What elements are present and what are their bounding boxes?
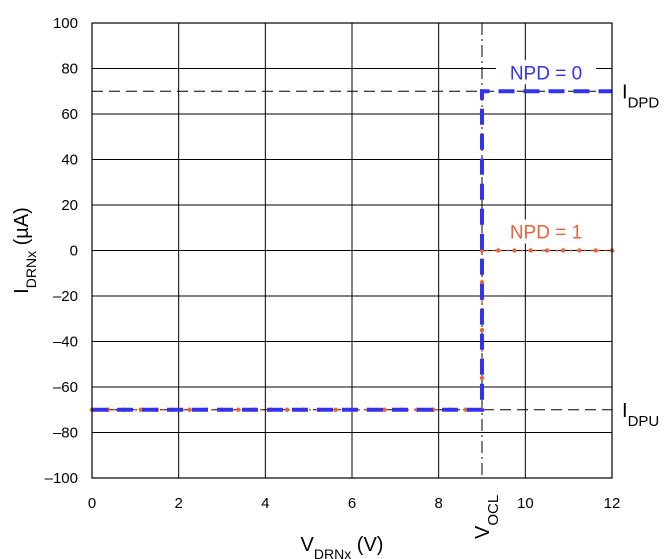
series-point <box>496 248 501 253</box>
x-tick-label: 8 <box>434 495 442 512</box>
ref-label-dpu: IDPU <box>622 400 659 430</box>
series-point <box>333 407 338 412</box>
series-label-npd0: NPD = 0 <box>510 63 582 84</box>
series-point <box>544 248 550 253</box>
y-axis-title: IDRNx (µA) <box>11 207 39 294</box>
x-tick-labels: 0 2 4 6 8 10 12 <box>88 495 621 512</box>
series-point <box>382 407 387 412</box>
y-tick-label: –40 <box>53 334 78 351</box>
series-point <box>187 407 192 412</box>
x-tick-label: 12 <box>604 495 621 512</box>
x-tick-label: 4 <box>261 495 269 512</box>
y-tick-labels: 100 80 60 40 20 0 –20 –40 –60 –80 –100 <box>45 15 78 487</box>
y-tick-label: –80 <box>53 425 78 442</box>
x-tick-label: 10 <box>517 495 534 512</box>
series-point <box>577 248 582 253</box>
ref-label-dpd: IDPD <box>622 81 659 111</box>
series-label-npd1: NPD = 1 <box>510 223 582 244</box>
y-tick-label: 0 <box>70 243 78 260</box>
y-tick-label: –20 <box>53 288 78 305</box>
x-axis-title: VDRNx (V) <box>301 534 384 559</box>
series-point <box>236 407 241 412</box>
series-label-bg <box>496 219 596 244</box>
series-point <box>479 280 485 285</box>
series-point <box>512 248 517 253</box>
x-tick-label: 2 <box>174 495 182 512</box>
series-point <box>561 248 566 253</box>
plot-frame <box>91 22 613 479</box>
series-point <box>284 407 290 412</box>
annotation-labels: IDPD IDPU VOCL NPD = 0 NPD = 1 <box>472 60 659 539</box>
y-tick-label: 60 <box>61 106 78 123</box>
series-point <box>528 248 533 253</box>
x-tick-label: 0 <box>88 495 96 512</box>
y-tick-label: 40 <box>61 152 78 169</box>
ref-label-ocl: VOCL <box>472 495 502 539</box>
series-label-bg <box>496 60 596 85</box>
series-point <box>593 248 598 253</box>
x-tick-label: 6 <box>348 495 356 512</box>
y-tick-label: –60 <box>53 379 78 396</box>
y-tick-label: 20 <box>61 197 78 214</box>
series-point <box>138 407 143 412</box>
series-point <box>479 327 485 333</box>
series-point <box>463 407 468 412</box>
y-tick-label: –100 <box>45 470 78 487</box>
series-point <box>479 375 485 381</box>
y-tick-label: 80 <box>61 61 78 78</box>
y-tick-label: 100 <box>53 15 78 32</box>
